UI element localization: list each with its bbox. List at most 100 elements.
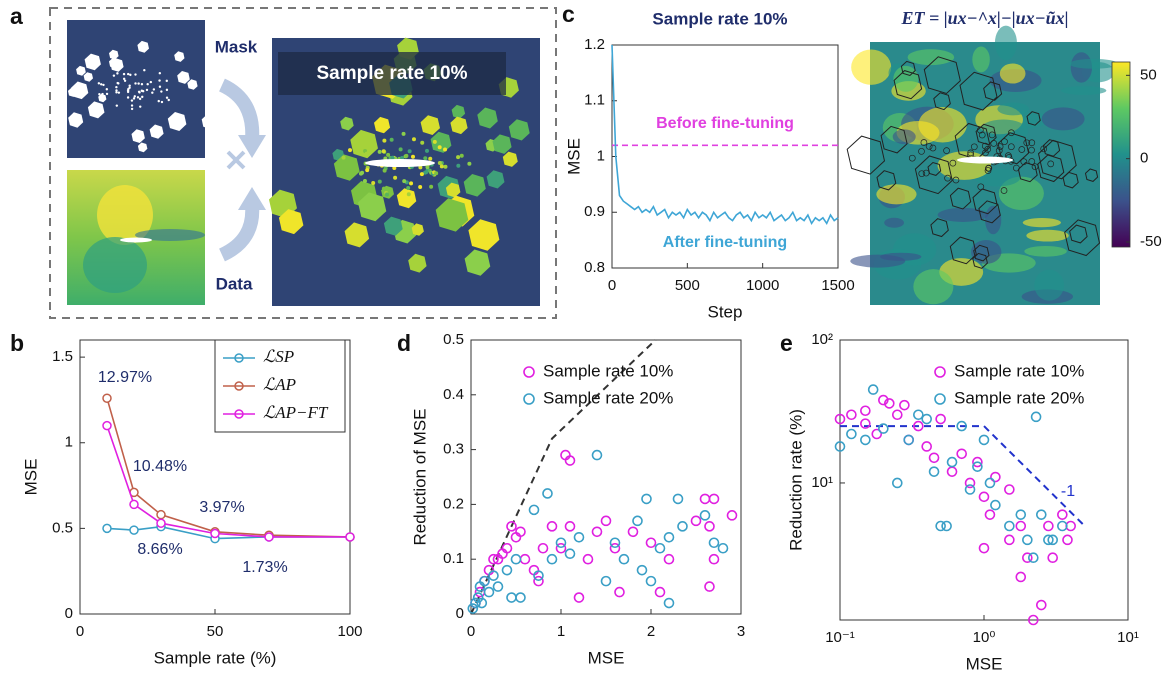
point [984, 509, 996, 520]
sample-outline [1031, 163, 1039, 171]
colorbar-tick-label: 0 [1140, 150, 1148, 167]
heatmap-blob [1024, 245, 1067, 257]
sample-dot [384, 192, 389, 197]
point [573, 531, 585, 543]
point [1004, 520, 1015, 532]
heatmap-blob [907, 49, 955, 66]
annotation: Before fine-tuning [656, 115, 794, 132]
legend-label: ℒAP−FT [263, 403, 329, 422]
y-tick-label: 0.5 [52, 519, 73, 536]
point [582, 553, 594, 565]
hexagon [84, 53, 101, 71]
point [210, 528, 220, 539]
sample-dot [377, 149, 382, 154]
point [591, 526, 603, 538]
x-tick-label: 10⁰ [973, 629, 996, 646]
y-tick-label: 10² [811, 331, 833, 348]
sample-dot [341, 155, 346, 160]
point [533, 575, 544, 587]
point [627, 526, 639, 538]
hexagon [340, 116, 354, 131]
mask-dot [165, 96, 169, 99]
sample-outline [982, 149, 989, 157]
hexagon [174, 51, 185, 62]
hexagon [430, 131, 452, 153]
hexagon [463, 174, 486, 197]
y-axis-label: MSE [564, 138, 583, 175]
hexagon [137, 142, 148, 153]
sample-outline [1047, 160, 1055, 168]
legend-label: ℒSP [263, 347, 294, 366]
mask-label: Mask [215, 37, 258, 56]
sample-outline [977, 183, 985, 191]
point [972, 456, 983, 468]
sample-outline [925, 142, 933, 150]
mask-dot [112, 74, 116, 77]
point [102, 523, 112, 534]
sample-dot [382, 168, 387, 173]
point [1028, 614, 1039, 626]
hexagon [87, 101, 105, 119]
hexagon [923, 56, 961, 95]
hexagon [109, 57, 120, 69]
point [1030, 411, 1042, 423]
annotation: 10.48% [133, 458, 187, 475]
mask-dot [126, 96, 130, 99]
point [921, 413, 932, 425]
point [102, 393, 112, 403]
panel-label: e [780, 330, 793, 356]
mask-dot [116, 81, 119, 85]
x-tick-label: 0 [76, 623, 84, 640]
sample-outline [978, 131, 986, 139]
point [1004, 534, 1015, 546]
point [921, 441, 932, 452]
hexagon [983, 81, 1003, 101]
legend-marker [234, 353, 244, 363]
mask-dot [133, 95, 136, 98]
heatmap-blob [876, 184, 917, 205]
heatmap-blob [913, 269, 954, 305]
point [1004, 484, 1015, 495]
legend-marker [934, 393, 946, 405]
y-tick-label: 10¹ [811, 474, 833, 491]
point [946, 466, 958, 477]
point [533, 570, 544, 581]
point [1015, 509, 1027, 520]
sample-dot [390, 155, 395, 160]
point [564, 455, 576, 466]
reference-line [840, 425, 1086, 527]
sample-dot [389, 137, 394, 142]
mask-dot [130, 104, 134, 107]
heatmap-blob [884, 217, 904, 228]
point [871, 428, 883, 440]
point [690, 515, 702, 527]
point [472, 592, 484, 603]
arrow [218, 78, 260, 141]
point [892, 477, 903, 489]
mask-dot [165, 79, 168, 83]
point [972, 461, 983, 472]
legend-label: Sample rate 10% [954, 361, 1084, 380]
y-tick-label: 0.1 [443, 550, 464, 567]
point [555, 537, 567, 549]
x-tick-label: 1000 [746, 277, 779, 294]
legend-marker [234, 409, 244, 419]
hexagon [435, 198, 469, 232]
point [978, 491, 990, 503]
sample-dot [424, 148, 429, 153]
legend-label: Sample rate 20% [954, 388, 1084, 407]
x-axis-label: MSE [966, 654, 1003, 673]
sample-dot [407, 149, 412, 154]
mask-dot [137, 90, 141, 93]
sample-dot [364, 151, 369, 156]
sample-dot [429, 184, 434, 189]
reference-line [470, 339, 657, 615]
sample-dot [418, 165, 423, 170]
annotation: 12.97% [98, 369, 152, 386]
point [1015, 571, 1027, 583]
sample-dot [425, 165, 430, 170]
panel-a: Sample rate 10% [67, 20, 540, 306]
hexagon [1084, 168, 1099, 182]
sample-dot [371, 180, 376, 185]
y-tick-label: 1 [597, 147, 605, 164]
